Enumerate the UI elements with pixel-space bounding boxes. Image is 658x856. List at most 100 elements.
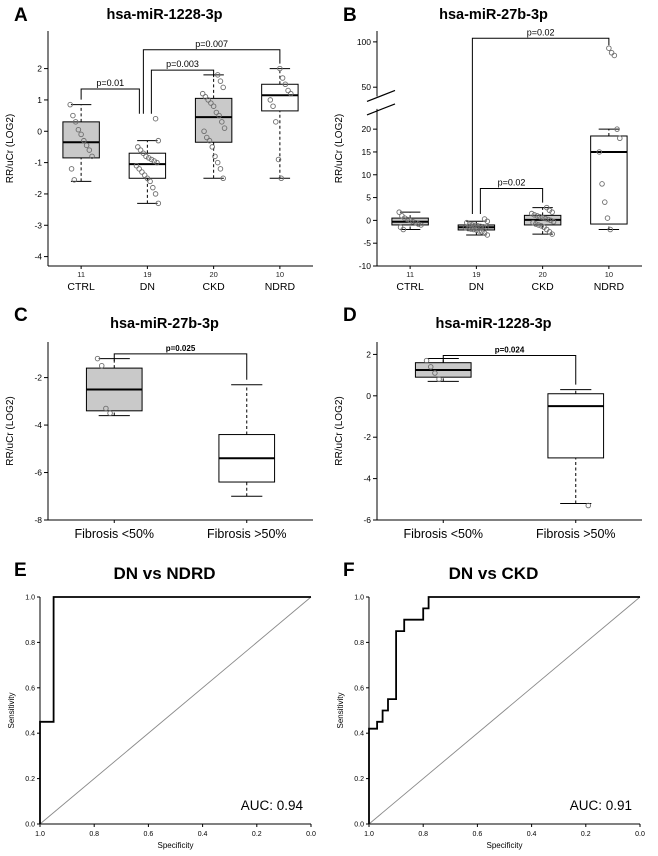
svg-text:0.6: 0.6 xyxy=(25,685,35,692)
svg-text:-4: -4 xyxy=(34,252,42,262)
svg-text:-4: -4 xyxy=(363,474,371,484)
svg-text:-8: -8 xyxy=(34,515,42,525)
svg-text:0.2: 0.2 xyxy=(25,776,35,783)
svg-text:-10: -10 xyxy=(359,261,372,271)
svg-text:NDRD: NDRD xyxy=(594,281,625,293)
svg-text:Sensitivity: Sensitivity xyxy=(7,692,16,728)
svg-text:0.4: 0.4 xyxy=(198,831,208,838)
panel-c: C hsa-miR-27b-3p -8 -6 -4 -2 RR/uCr (LOG2) Fi… xyxy=(0,302,329,554)
panel-f-title: DN vs CKD xyxy=(448,564,539,583)
svg-text:0.0: 0.0 xyxy=(635,831,645,838)
svg-text:1.0: 1.0 xyxy=(364,831,374,838)
svg-text:20: 20 xyxy=(362,124,372,134)
svg-text:RR/uCr (LOG2): RR/uCr (LOG2) xyxy=(334,114,345,183)
panel-a-letter: A xyxy=(14,5,28,26)
svg-text:CKD: CKD xyxy=(203,281,226,293)
svg-text:11: 11 xyxy=(77,270,85,279)
panel-b: B hsa-miR-27b-3p -10 -5 0 5 10 15 20 50 100 RR/uC… xyxy=(329,0,658,302)
svg-text:0.8: 0.8 xyxy=(418,831,428,838)
svg-text:Specificity: Specificity xyxy=(157,841,193,850)
svg-text:50: 50 xyxy=(362,82,372,92)
svg-text:CTRL: CTRL xyxy=(67,281,95,293)
panel-a-title: hsa-miR-1228-3p xyxy=(106,7,223,23)
svg-text:p=0.007: p=0.007 xyxy=(195,39,228,49)
svg-text:20: 20 xyxy=(209,270,217,279)
svg-text:1.0: 1.0 xyxy=(35,831,45,838)
svg-text:-2: -2 xyxy=(363,432,371,442)
svg-text:100: 100 xyxy=(357,37,371,47)
svg-text:-4: -4 xyxy=(34,420,42,430)
svg-text:DN: DN xyxy=(469,281,484,293)
panel-c-title: hsa-miR-27b-3p xyxy=(110,316,219,332)
svg-text:RR/uCr (LOG2): RR/uCr (LOG2) xyxy=(5,396,16,465)
svg-text:5: 5 xyxy=(366,193,371,203)
svg-text:0.8: 0.8 xyxy=(354,640,364,647)
svg-text:0.0: 0.0 xyxy=(354,822,364,829)
svg-text:0.2: 0.2 xyxy=(581,831,591,838)
svg-text:Fibrosis <50%: Fibrosis <50% xyxy=(74,527,154,541)
svg-text:19: 19 xyxy=(143,270,151,279)
svg-text:-2: -2 xyxy=(34,189,42,199)
svg-text:0.8: 0.8 xyxy=(25,640,35,647)
svg-text:-2: -2 xyxy=(34,373,42,383)
svg-text:Sensitivity: Sensitivity xyxy=(336,692,345,728)
panel-d-letter: D xyxy=(343,305,357,326)
svg-text:0: 0 xyxy=(366,391,371,401)
svg-text:RR/uCr (LOG2): RR/uCr (LOG2) xyxy=(334,396,345,465)
svg-text:15: 15 xyxy=(362,147,372,157)
svg-text:10: 10 xyxy=(362,170,372,180)
svg-text:0.4: 0.4 xyxy=(25,731,35,738)
panel-d-boxplot: -6 -4 -2 0 2 RR/uCr (LOG2) Fibrosis <50% Fibros… xyxy=(334,342,642,541)
svg-text:p=0.02: p=0.02 xyxy=(498,177,526,187)
svg-text:p=0.01: p=0.01 xyxy=(96,78,124,88)
panel-e-roc-curve: 1.0 0.8 0.6 0.4 0.2 0.0 0.0 0.2 0.4 0.6 0.8 1.0 Spec… xyxy=(7,595,316,851)
svg-text:CKD: CKD xyxy=(532,281,555,293)
svg-text:p=0.02: p=0.02 xyxy=(527,27,555,37)
svg-text:0.2: 0.2 xyxy=(252,831,262,838)
svg-text:0.4: 0.4 xyxy=(354,731,364,738)
svg-text:Fibrosis <50%: Fibrosis <50% xyxy=(403,527,483,541)
svg-text:2: 2 xyxy=(37,64,42,74)
panel-b-title: hsa-miR-27b-3p xyxy=(439,7,548,23)
svg-text:DN: DN xyxy=(140,281,155,293)
svg-text:1.0: 1.0 xyxy=(354,595,364,602)
svg-text:CTRL: CTRL xyxy=(396,281,424,293)
svg-text:0.0: 0.0 xyxy=(25,822,35,829)
svg-text:-6: -6 xyxy=(363,515,371,525)
svg-text:0: 0 xyxy=(366,215,371,225)
svg-text:AUC: 0.94: AUC: 0.94 xyxy=(241,798,304,813)
svg-text:0.0: 0.0 xyxy=(306,831,316,838)
svg-text:Fibrosis >50%: Fibrosis >50% xyxy=(207,527,287,541)
svg-text:0.2: 0.2 xyxy=(354,776,364,783)
svg-text:10: 10 xyxy=(276,270,284,279)
svg-text:-1: -1 xyxy=(34,158,42,168)
panel-a: A hsa-miR-1228-3p -4 -3 -2 -1 0 1 2 RR/uCr (LOG… xyxy=(0,0,329,302)
panel-a-boxplot: -4 -3 -2 -1 0 1 2 RR/uCr (LOG2) 11 CTRL 19 DN 20 CKD 1… xyxy=(5,31,313,293)
svg-text:Fibrosis >50%: Fibrosis >50% xyxy=(536,527,616,541)
svg-text:2: 2 xyxy=(366,349,371,359)
svg-text:20: 20 xyxy=(538,270,546,279)
svg-text:-3: -3 xyxy=(34,220,42,230)
svg-text:p=0.003: p=0.003 xyxy=(166,59,199,69)
svg-text:19: 19 xyxy=(472,270,480,279)
panel-e-title: DN vs NDRD xyxy=(113,564,216,583)
svg-text:p=0.025: p=0.025 xyxy=(166,344,196,353)
panel-c-letter: C xyxy=(14,305,28,326)
panel-f: F DN vs CKD 1.0 0.8 0.6 0.4 0.2 0.0 0.0 0.2 0.4 0… xyxy=(329,554,658,856)
panel-e-letter: E xyxy=(14,560,27,581)
svg-text:1.0: 1.0 xyxy=(25,595,35,602)
svg-text:0.6: 0.6 xyxy=(354,685,364,692)
panel-b-boxplot: -10 -5 0 5 10 15 20 50 100 RR/uCr (LOG2) 11 CTRL 19 D… xyxy=(334,27,642,293)
svg-text:AUC: 0.91: AUC: 0.91 xyxy=(570,798,632,813)
svg-text:-5: -5 xyxy=(363,238,371,248)
svg-text:p=0.024: p=0.024 xyxy=(495,345,525,354)
panel-d-title: hsa-miR-1228-3p xyxy=(435,316,552,332)
svg-text:Specificity: Specificity xyxy=(486,841,522,850)
svg-text:0.8: 0.8 xyxy=(89,831,99,838)
svg-text:1: 1 xyxy=(37,95,42,105)
panel-f-letter: F xyxy=(343,560,355,581)
panel-c-boxplot: -8 -6 -4 -2 RR/uCr (LOG2) Fibrosis <50% Fibros… xyxy=(5,342,313,541)
svg-text:0.6: 0.6 xyxy=(144,831,154,838)
svg-text:RR/uCr (LOG2): RR/uCr (LOG2) xyxy=(5,114,16,183)
svg-text:0: 0 xyxy=(37,126,42,136)
